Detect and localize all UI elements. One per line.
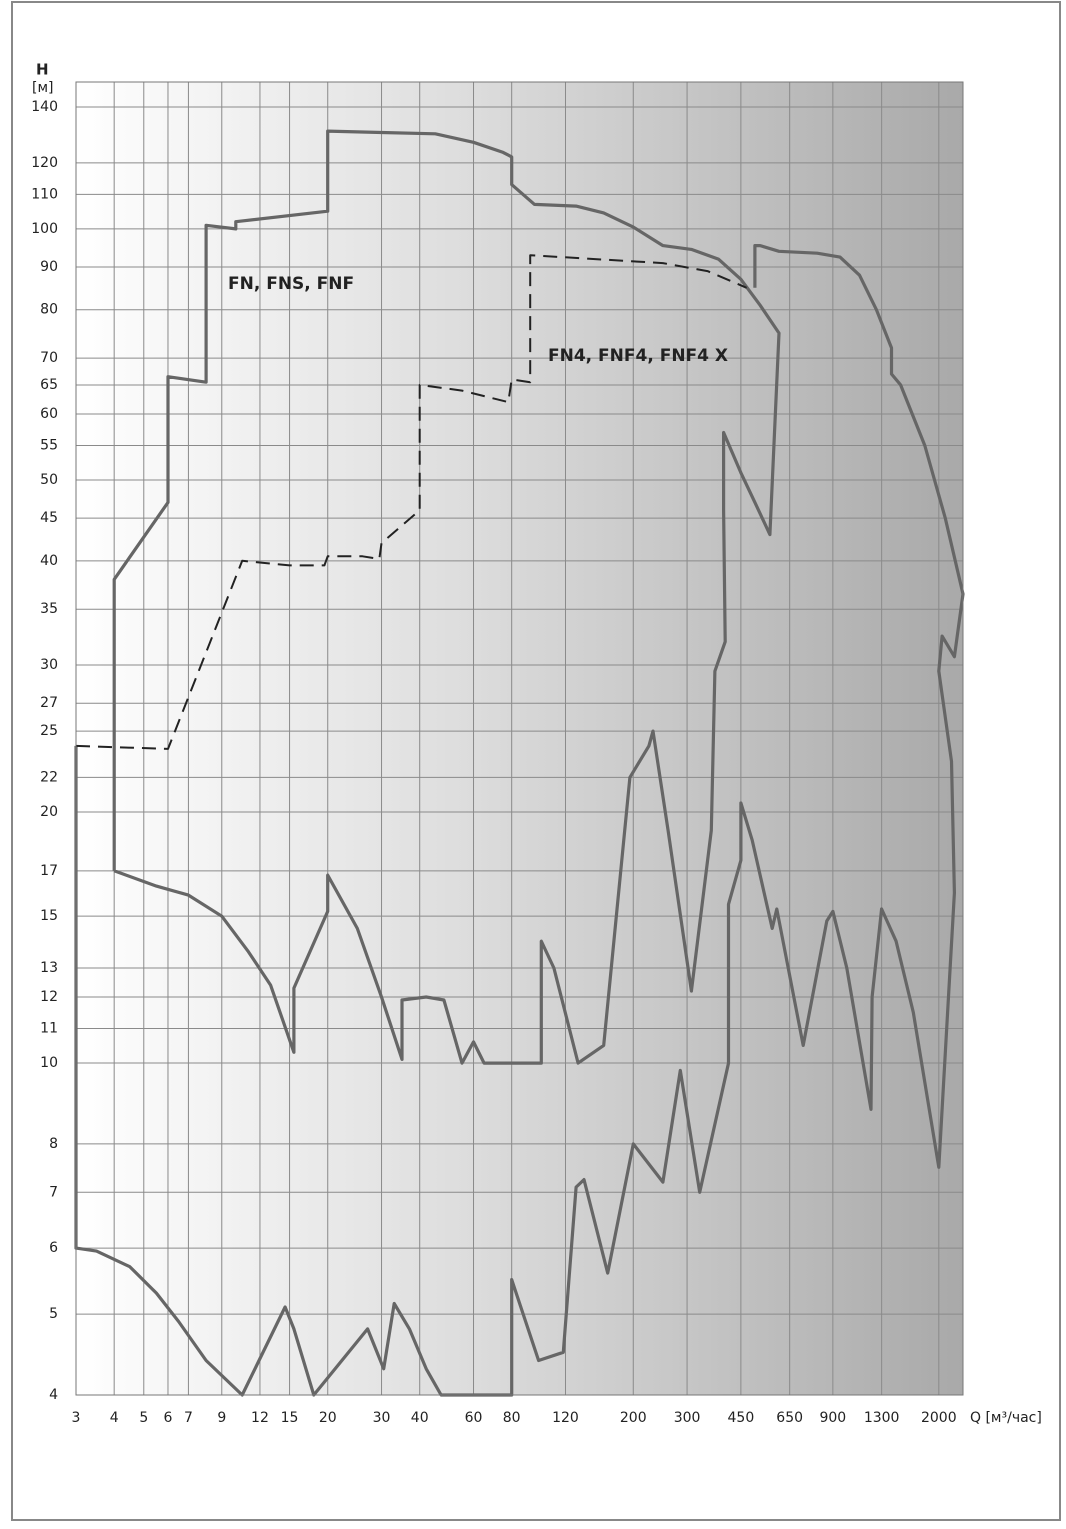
curve bbox=[74, 129, 965, 1397]
y-tick-label: 60 bbox=[40, 406, 58, 422]
x-tick-label: 450 bbox=[728, 1410, 755, 1426]
y-tick-label: 22 bbox=[40, 769, 58, 785]
plot-area bbox=[76, 82, 963, 1395]
x-tick-label: 5 bbox=[139, 1410, 148, 1426]
y-tick-label: 35 bbox=[40, 601, 58, 617]
y-tick-label: 100 bbox=[31, 221, 58, 237]
x-tick-label: 300 bbox=[674, 1410, 701, 1426]
y-tick-label: 80 bbox=[40, 302, 58, 318]
x-tick-label: 6 bbox=[164, 1410, 173, 1426]
x-tick-label: 2000 bbox=[921, 1410, 957, 1426]
y-tick-label: 7 bbox=[49, 1184, 58, 1200]
grid bbox=[75, 82, 963, 1396]
x-tick-label: 40 bbox=[411, 1410, 429, 1426]
y-tick-label: 120 bbox=[31, 155, 58, 171]
x-tick-label: 60 bbox=[465, 1410, 483, 1426]
x-tick-label: 1300 bbox=[864, 1410, 900, 1426]
y-tick-label: 55 bbox=[40, 437, 58, 453]
y-tick-label: 6 bbox=[49, 1240, 58, 1256]
y-tick-label: 4 bbox=[49, 1387, 58, 1403]
x-tick-label: 7 bbox=[184, 1410, 193, 1426]
y-tick-label: 27 bbox=[40, 695, 58, 711]
y-tick-label: 50 bbox=[40, 472, 58, 488]
y-tick-label: 40 bbox=[40, 553, 58, 569]
y-tick-label: 140 bbox=[31, 99, 58, 115]
y-tick-label: 65 bbox=[40, 377, 58, 393]
curves bbox=[74, 129, 965, 1397]
series-label: FN, FNS, FNF bbox=[228, 274, 354, 294]
y-axis-unit: [м] bbox=[32, 80, 54, 96]
y-axis-label: H bbox=[36, 61, 49, 79]
plot-border bbox=[75, 81, 964, 1396]
y-tick-label: 70 bbox=[40, 350, 58, 366]
y-tick-label: 45 bbox=[40, 510, 58, 526]
x-tick-label: 650 bbox=[776, 1410, 803, 1426]
y-tick-label: 10 bbox=[40, 1055, 58, 1071]
y-tick-label: 13 bbox=[40, 960, 58, 976]
x-tick-label: 200 bbox=[620, 1410, 647, 1426]
y-tick-label: 110 bbox=[31, 186, 58, 202]
x-tick-label: 4 bbox=[110, 1410, 119, 1426]
frame bbox=[11, 1, 1061, 1521]
y-tick-label: 90 bbox=[40, 259, 58, 275]
y-tick-label: 25 bbox=[40, 723, 58, 739]
x-tick-label: 15 bbox=[281, 1410, 299, 1426]
x-tick-label: 30 bbox=[373, 1410, 391, 1426]
y-tick-label: 12 bbox=[40, 989, 58, 1005]
y-tick-label: 15 bbox=[40, 908, 58, 924]
y-tick-label: 30 bbox=[40, 657, 58, 673]
x-axis-label: Q [м³/час] bbox=[970, 1410, 1042, 1426]
x-tick-label: 20 bbox=[319, 1410, 337, 1426]
x-tick-label: 900 bbox=[819, 1410, 846, 1426]
x-tick-label: 120 bbox=[552, 1410, 579, 1426]
x-tick-label: 80 bbox=[503, 1410, 521, 1426]
y-tick-label: 11 bbox=[40, 1021, 58, 1037]
x-tick-label: 3 bbox=[72, 1410, 81, 1426]
series-label: FN4, FNF4, FNF4 X bbox=[548, 346, 728, 366]
y-tick-label: 8 bbox=[49, 1136, 58, 1152]
y-tick-label: 5 bbox=[49, 1306, 58, 1322]
y-tick-label: 20 bbox=[40, 804, 58, 820]
y-tick-label: 17 bbox=[40, 863, 58, 879]
x-tick-label: 12 bbox=[251, 1410, 269, 1426]
x-tick-label: 9 bbox=[217, 1410, 226, 1426]
